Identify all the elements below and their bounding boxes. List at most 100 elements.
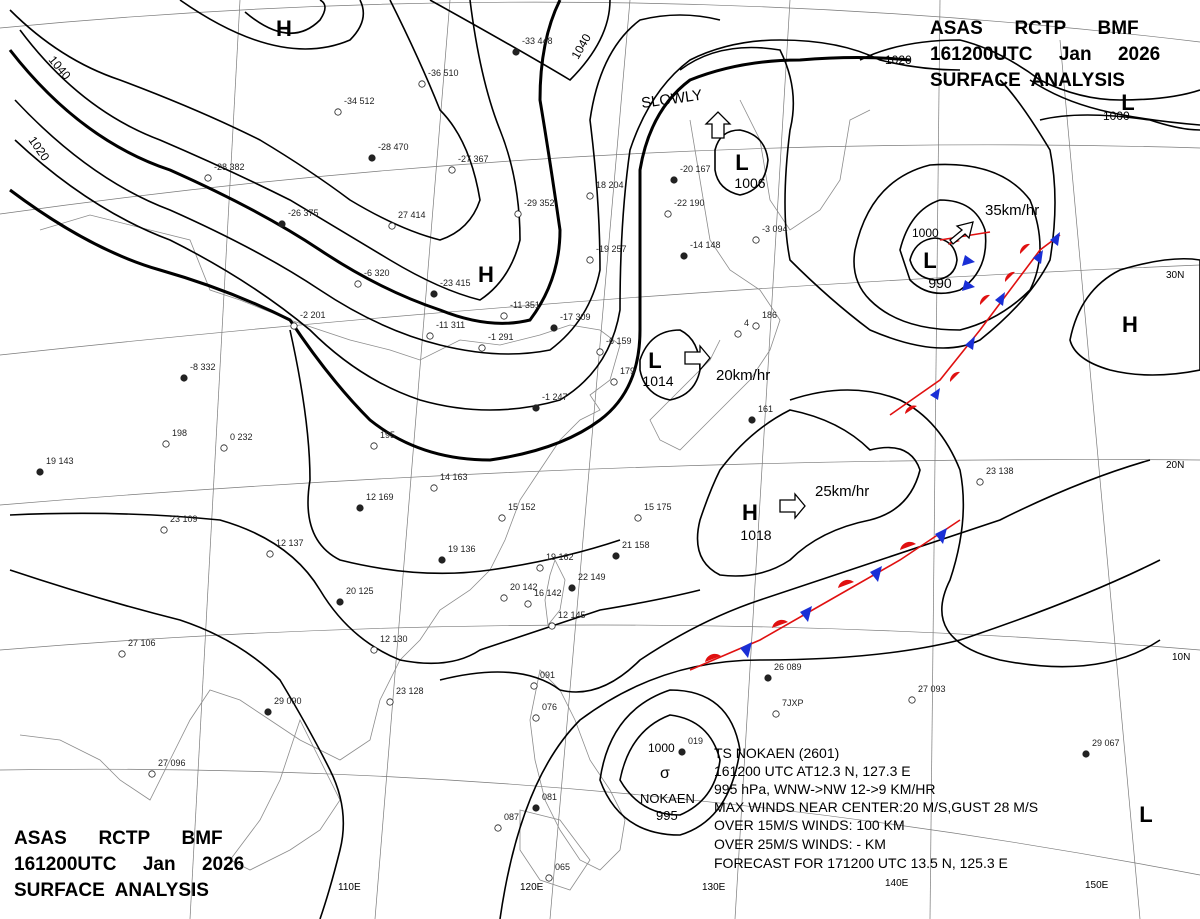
coordinate-labels: 110E 120E 130E 140E 150E 30N 20N 10N bbox=[338, 270, 1190, 893]
station-circle-icon bbox=[532, 804, 540, 812]
station-obs-label: 7JXP bbox=[782, 698, 804, 708]
station-obs-label: -27 367 bbox=[458, 154, 489, 164]
station-obs-label: 14 163 bbox=[440, 472, 468, 482]
speed-label-pacific-high: 25km/hr bbox=[815, 483, 869, 500]
station-obs-label: 20 142 bbox=[510, 582, 538, 592]
high-center-label: H bbox=[478, 262, 494, 287]
station-circle-icon bbox=[514, 210, 522, 218]
slowly-label: SLOWLY bbox=[640, 87, 703, 112]
header-line: 161200UTC Jan 2026 bbox=[14, 854, 244, 875]
typhoon-info-line: FORECAST FOR 171200 UTC 13.5 N, 125.3 E bbox=[714, 855, 1008, 871]
station-circle-icon bbox=[334, 108, 342, 116]
station-obs-label: 23 138 bbox=[986, 466, 1014, 476]
station-circle-icon bbox=[356, 504, 364, 512]
station-obs-label: -28 470 bbox=[378, 142, 409, 152]
station-circle-icon bbox=[568, 584, 576, 592]
station-circle-icon bbox=[266, 550, 274, 558]
station-circle-icon bbox=[524, 600, 532, 608]
station-obs-label: -34 512 bbox=[344, 96, 375, 106]
station-circle-icon bbox=[976, 478, 984, 486]
header-line: SURFACE ANALYSIS bbox=[930, 70, 1125, 91]
station-obs-label: 29 090 bbox=[274, 696, 302, 706]
station-obs-label: -6 320 bbox=[364, 268, 390, 278]
station-circle-icon bbox=[532, 404, 540, 412]
station-circle-icon bbox=[612, 552, 620, 560]
station-circle-icon bbox=[478, 344, 486, 352]
station-obs-label: 23 128 bbox=[396, 686, 424, 696]
typhoon-symbol-icon: σ bbox=[660, 765, 670, 782]
station-circle-icon bbox=[764, 674, 772, 682]
longitude-label: 110E bbox=[338, 882, 361, 893]
speed-label-ne-low: 35km/hr bbox=[985, 202, 1039, 219]
low-center-label: L bbox=[1121, 90, 1134, 115]
longitude-label: 140E bbox=[885, 878, 909, 889]
station-obs-label: 19 162 bbox=[546, 552, 574, 562]
station-obs-label: -2 201 bbox=[300, 310, 326, 320]
typhoon-info-line: MAX WINDS NEAR CENTER:20 M/S,GUST 28 M/S bbox=[714, 799, 1038, 815]
station-obs-label: 15 175 bbox=[644, 502, 672, 512]
header-line: SURFACE ANALYSIS bbox=[14, 880, 209, 901]
station-obs-label: -20 167 bbox=[680, 164, 711, 174]
station-circle-icon bbox=[680, 252, 688, 260]
header-line: 161200UTC Jan 2026 bbox=[930, 44, 1160, 65]
station-circle-icon bbox=[448, 166, 456, 174]
station-obs-label: 076 bbox=[542, 702, 557, 712]
station-obs-label: 27 414 bbox=[398, 210, 426, 220]
isobar-label: 1000 bbox=[1103, 109, 1130, 123]
station-circle-icon bbox=[180, 374, 188, 382]
station-obs-label: 27 093 bbox=[918, 684, 946, 694]
longitude-label: 130E bbox=[702, 882, 726, 893]
typhoon-info-line: 161200 UTC AT12.3 N, 127.3 E bbox=[714, 763, 911, 779]
station-circle-icon bbox=[500, 594, 508, 602]
station-obs-label: -26 375 bbox=[288, 208, 319, 218]
movement-labels: SLOWLY 35km/hr 20km/hr 25km/hr bbox=[640, 87, 1039, 500]
station-obs-label: 186 bbox=[762, 310, 777, 320]
station-obs-label: 081 bbox=[542, 792, 557, 802]
station-obs-label: 198 bbox=[172, 428, 187, 438]
pressure-centers: H H L 1006 L 990 L 1014 H 1018 H L L bbox=[276, 16, 1153, 827]
station-circle-icon bbox=[498, 514, 506, 522]
station-circle-icon bbox=[430, 290, 438, 298]
station-circle-icon bbox=[370, 646, 378, 654]
station-obs-label: -36 510 bbox=[428, 68, 459, 78]
speed-label-sea-low: 20km/hr bbox=[716, 367, 770, 384]
station-obs-label: 12 137 bbox=[276, 538, 304, 548]
station-circle-icon bbox=[118, 650, 126, 658]
low-center-value: 1014 bbox=[642, 373, 673, 389]
station-circle-icon bbox=[545, 874, 553, 882]
station-obs-label: 195 bbox=[380, 430, 395, 440]
station-obs-label: 091 bbox=[540, 670, 555, 680]
station-circle-icon bbox=[532, 714, 540, 722]
station-obs-label: -1 291 bbox=[488, 332, 514, 342]
isobar-label: 1020 bbox=[26, 134, 53, 164]
coastlines bbox=[19, 99, 871, 891]
station-circle-icon bbox=[370, 442, 378, 450]
low-center-value: 990 bbox=[928, 275, 952, 291]
station-obs-label: -29 352 bbox=[524, 198, 555, 208]
station-circle-icon bbox=[386, 698, 394, 706]
station-circle-icon bbox=[36, 468, 44, 476]
station-obs-label: -22 190 bbox=[674, 198, 705, 208]
isobar-label: 1000 bbox=[912, 226, 939, 240]
station-obs-label: 12 130 bbox=[380, 634, 408, 644]
station-circle-icon bbox=[530, 682, 538, 690]
station-obs-label: 21 158 bbox=[622, 540, 650, 550]
station-circle-icon bbox=[494, 824, 502, 832]
station-obs-label: 29 067 bbox=[1092, 738, 1120, 748]
station-circle-icon bbox=[670, 176, 678, 184]
station-circle-icon bbox=[748, 416, 756, 424]
station-obs-label: 019 bbox=[688, 736, 703, 746]
station-obs-label: -28 382 bbox=[214, 162, 245, 172]
station-circle-icon bbox=[500, 312, 508, 320]
station-obs-label: -3 094 bbox=[762, 224, 788, 234]
station-obs-label: -11 351 bbox=[510, 300, 540, 310]
station-circle-icon bbox=[426, 332, 434, 340]
station-obs-label: 065 bbox=[555, 862, 570, 872]
station-obs-label: -1 247 bbox=[542, 392, 568, 402]
station-circle-icon bbox=[278, 220, 286, 228]
station-circle-icon bbox=[162, 440, 170, 448]
typhoon-pressure-label: 995 bbox=[656, 808, 678, 823]
station-obs-label: 22 149 bbox=[578, 572, 606, 582]
